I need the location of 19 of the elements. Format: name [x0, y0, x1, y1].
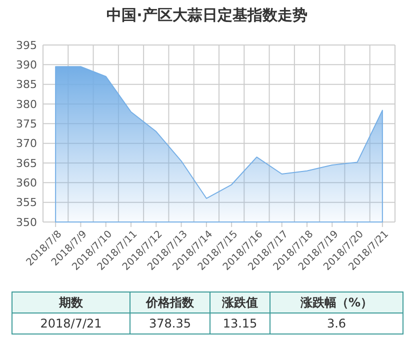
y-tick-label: 370	[16, 137, 37, 150]
y-tick-label: 395	[16, 38, 37, 52]
text: 涨跌值	[221, 296, 258, 310]
text: 价格指数	[145, 296, 195, 310]
y-tick-label: 380	[16, 98, 37, 111]
text: 13.15	[222, 316, 258, 331]
y-tick-label: 365	[16, 156, 37, 170]
text: 涨跌幅（%）	[299, 296, 373, 310]
text: 378.35	[149, 316, 191, 331]
text: 3.6	[326, 316, 346, 331]
text: 期数	[58, 296, 84, 310]
y-tick-label: 390	[16, 58, 37, 72]
y-tick-label: 360	[16, 176, 37, 190]
y-tick-label: 375	[16, 118, 37, 131]
y-tick-label: 385	[16, 78, 37, 92]
y-tick-label: 355	[16, 196, 37, 210]
y-tick-label: 350	[16, 216, 37, 229]
chart-title: 中国·产区大蒜日定基指数走势	[106, 6, 308, 24]
text: 2018/7/21	[40, 316, 102, 331]
